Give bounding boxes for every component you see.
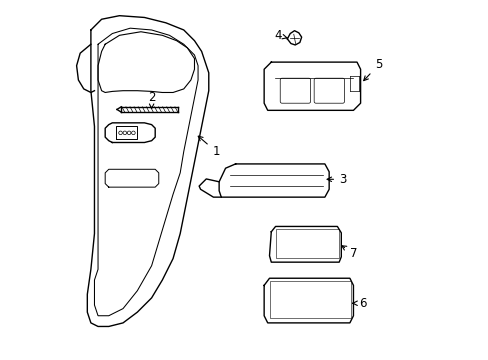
- Text: 3: 3: [326, 173, 346, 186]
- Text: 5: 5: [363, 58, 381, 81]
- Bar: [275, 229, 339, 258]
- Bar: [269, 281, 350, 318]
- Text: 4: 4: [273, 29, 286, 42]
- Text: 7: 7: [341, 246, 356, 260]
- Text: 1: 1: [198, 136, 219, 158]
- Text: 2: 2: [147, 91, 155, 108]
- Text: 6: 6: [352, 297, 366, 310]
